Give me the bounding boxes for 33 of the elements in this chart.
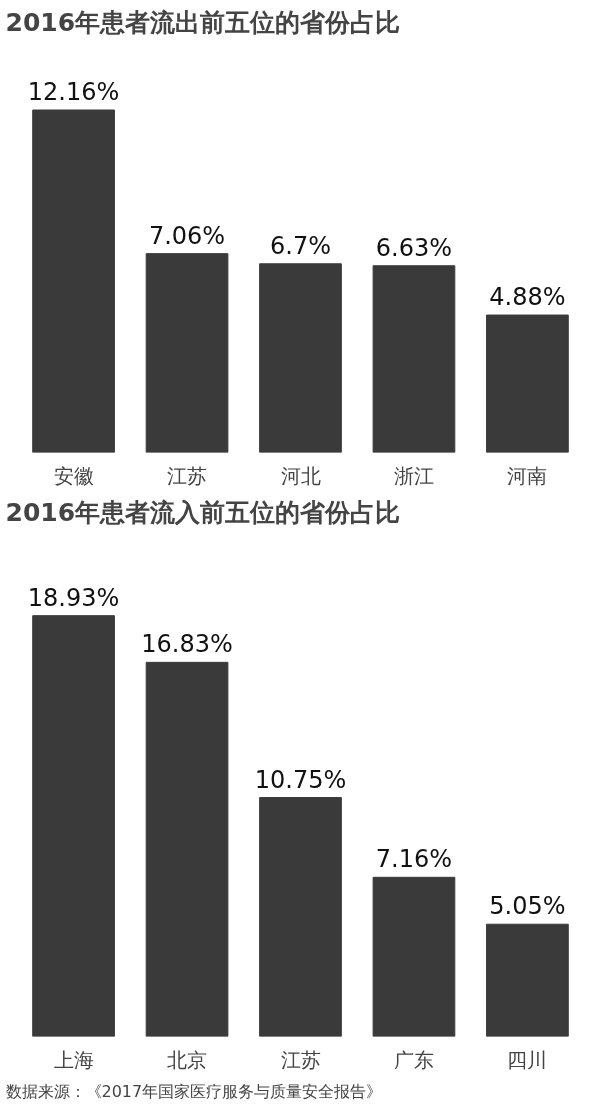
- bar: [259, 263, 342, 453]
- bar: [32, 109, 115, 453]
- bar: [372, 876, 456, 1037]
- chart-title: 2016年患者流出前五位的省份占比: [5, 7, 401, 37]
- data-label: 12.16%: [27, 78, 120, 106]
- x-tick-label: 浙江: [393, 463, 434, 488]
- x-tick-label: 北京: [167, 1047, 208, 1072]
- x-tick-label: 江苏: [167, 463, 208, 488]
- data-label: 7.16%: [375, 845, 453, 874]
- x-tick-label: 安徽: [53, 463, 94, 488]
- bar: [372, 265, 456, 453]
- x-tick-label: 河南: [507, 463, 548, 488]
- bar: [32, 615, 115, 1037]
- x-tick-label: 河北: [280, 463, 321, 488]
- data-label: 7.06%: [148, 221, 226, 250]
- bar: [145, 253, 229, 453]
- x-tick-label: 广东: [393, 1047, 434, 1072]
- x-tick-label: 上海: [53, 1047, 94, 1072]
- bar: [486, 314, 569, 453]
- source-note: 数据来源：《2017年国家医疗服务与质量安全报告》: [5, 1081, 383, 1101]
- x-tick-label: 四川: [507, 1047, 548, 1072]
- data-label: 16.83%: [141, 630, 233, 659]
- data-label: 6.63%: [375, 233, 453, 262]
- bar: [145, 661, 229, 1037]
- x-tick-label: 江苏: [280, 1047, 321, 1072]
- bar: [486, 923, 569, 1037]
- data-label: 4.88%: [489, 283, 566, 312]
- data-label: 5.05%: [489, 892, 566, 921]
- data-label: 10.75%: [254, 765, 347, 794]
- chart-title: 2016年患者流入前五位的省份占比: [5, 497, 401, 527]
- data-label: 18.93%: [27, 583, 120, 612]
- bar: [259, 797, 342, 1037]
- data-label: 6.7%: [270, 231, 331, 260]
